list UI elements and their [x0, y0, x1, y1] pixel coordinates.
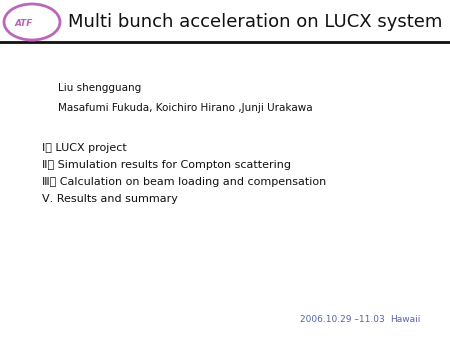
Text: ATF: ATF — [15, 19, 33, 27]
Text: Ⅴ. Results and summary: Ⅴ. Results and summary — [42, 194, 178, 204]
Text: Ⅲ． Calculation on beam loading and compensation: Ⅲ． Calculation on beam loading and compe… — [42, 177, 326, 187]
Bar — [36, 24, 48, 36]
Text: Multi bunch acceleration on LUCX system: Multi bunch acceleration on LUCX system — [68, 13, 442, 31]
Text: Ⅰ． LUCX project: Ⅰ． LUCX project — [42, 143, 127, 153]
Text: Liu shengguang: Liu shengguang — [58, 83, 141, 93]
Bar — [30, 8, 52, 36]
Text: 2006.10.29 –11.03: 2006.10.29 –11.03 — [300, 315, 385, 324]
Text: Masafumi Fukuda, Koichiro Hirano ,Junji Urakawa: Masafumi Fukuda, Koichiro Hirano ,Junji … — [58, 103, 313, 113]
Text: Ⅱ． Simulation results for Compton scattering: Ⅱ． Simulation results for Compton scatte… — [42, 160, 291, 170]
Text: Hawaii: Hawaii — [390, 315, 420, 324]
Ellipse shape — [4, 4, 60, 40]
